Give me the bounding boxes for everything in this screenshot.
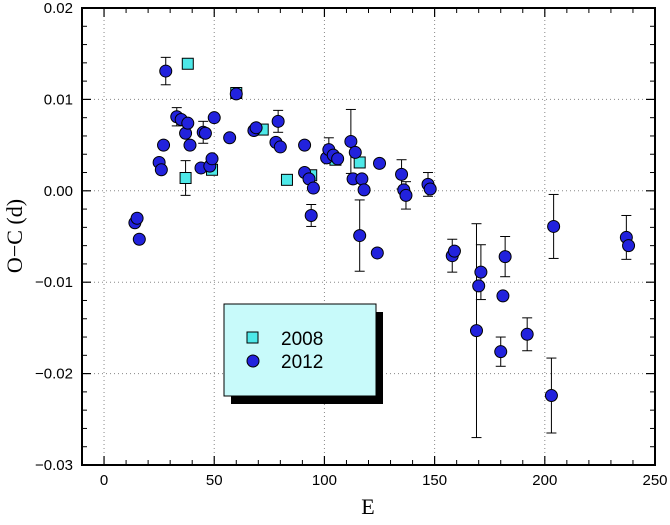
legend-marker-2008 <box>246 331 259 344</box>
x-tick-label: 200 <box>532 472 557 489</box>
data-point-2012 <box>496 289 510 303</box>
data-point-2012 <box>198 126 212 140</box>
data-point-2012 <box>223 131 237 145</box>
y-tick-label: 0.01 <box>44 91 73 108</box>
data-point-2008 <box>179 172 192 185</box>
data-point-2008 <box>181 57 194 70</box>
data-point-2012 <box>498 250 512 264</box>
data-point-2008 <box>280 173 293 186</box>
data-point-2012 <box>132 232 146 246</box>
data-point-2012 <box>373 156 387 170</box>
x-tick-label: 100 <box>312 472 337 489</box>
y-tick-label: 0.00 <box>44 183 73 200</box>
x-tick-label: 50 <box>206 472 223 489</box>
data-point-2012 <box>469 324 483 338</box>
data-point-2012 <box>181 116 195 130</box>
x-tick-label: 250 <box>642 472 667 489</box>
data-point-2012 <box>154 163 168 177</box>
x-tick-label: 150 <box>422 472 447 489</box>
data-point-2012 <box>304 208 318 222</box>
data-point-2012 <box>520 327 534 341</box>
data-point-2012 <box>229 87 243 101</box>
data-point-2012 <box>130 211 144 225</box>
data-point-2012 <box>399 188 413 202</box>
y-tick-label: −0.01 <box>35 274 73 291</box>
data-point-2012 <box>344 134 358 148</box>
y-tick-label: −0.02 <box>35 366 73 383</box>
data-point-2012 <box>271 114 285 128</box>
data-point-2012 <box>423 182 437 196</box>
tick-labels: 0 50 100 150 200 250 −0.03 −0.02 −0.01 0.00 0.01 0.… <box>35 0 667 489</box>
data-point-2012 <box>306 181 320 195</box>
data-point-2012 <box>157 138 171 152</box>
y-axis-title: O−C (d) <box>2 199 27 273</box>
y-tick-label: 0.02 <box>44 0 73 17</box>
y-tick-label: −0.03 <box>35 457 73 474</box>
data-point-2012 <box>622 239 636 253</box>
legend-label-2008: 2008 <box>281 329 323 350</box>
grid <box>82 8 655 465</box>
data-point-2012 <box>331 152 345 166</box>
legend-box <box>223 303 377 397</box>
data-point-2012 <box>348 145 362 159</box>
legend: 2008 2012 <box>223 303 383 404</box>
ticks <box>82 7 656 466</box>
data-point-2012 <box>298 138 312 152</box>
data-point-2012 <box>395 167 409 181</box>
data-point-2012 <box>357 183 371 197</box>
data-point-2012 <box>207 111 221 125</box>
data-point-2012 <box>183 138 197 152</box>
data-point-2012 <box>249 121 263 135</box>
data-point-2012 <box>447 244 461 258</box>
data-markers <box>128 57 636 403</box>
data-point-2012 <box>494 345 508 359</box>
x-tick-label: 0 <box>100 472 108 489</box>
data-point-2012 <box>472 279 486 293</box>
legend-marker-2012 <box>246 354 260 368</box>
data-point-2012 <box>547 219 561 233</box>
data-point-2012 <box>273 140 287 154</box>
x-axis-title: E <box>361 494 374 519</box>
data-point-2012 <box>355 172 369 186</box>
data-point-2012 <box>370 246 384 260</box>
legend-label-2012: 2012 <box>281 352 323 373</box>
data-point-2012 <box>474 265 488 279</box>
data-point-2012 <box>159 64 173 78</box>
data-point-2012 <box>205 152 219 166</box>
data-point-2012 <box>544 389 558 403</box>
data-point-2012 <box>353 229 367 243</box>
